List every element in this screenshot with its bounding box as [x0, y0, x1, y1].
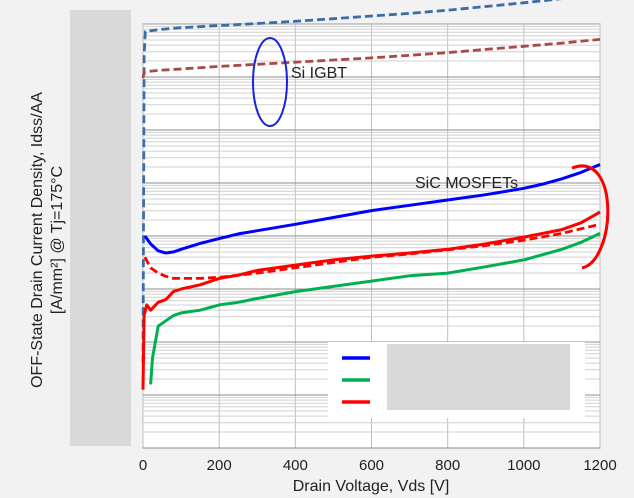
x-tick-label: 600	[359, 457, 384, 474]
y-axis-label-line2: [A/mm²] @ Tj=175°C	[49, 166, 66, 314]
series-line-0	[141, 0, 562, 364]
y-tick-label-mask	[70, 10, 131, 446]
x-tick-label: 0	[139, 457, 147, 474]
x-tick-label: 200	[207, 457, 232, 474]
legend-label-mask	[387, 344, 570, 410]
annotation-si-igbt: Si IGBT	[291, 65, 347, 82]
x-axis-label: Drain Voltage, Vds [V]	[293, 478, 450, 495]
y-axis-label-line1: OFF-State Drain Current Density, Idss/AA	[29, 92, 46, 388]
legend	[328, 342, 585, 418]
series-line-5	[149, 232, 601, 385]
x-tick-label: 1000	[507, 457, 540, 474]
x-tick-labels: 0 200 400 600 800 1000 1200	[139, 457, 617, 474]
x-tick-label: 400	[283, 457, 308, 474]
x-tick-label: 800	[435, 457, 460, 474]
series-line-4	[143, 222, 601, 280]
annotation-si-igbt-ellipse	[252, 37, 288, 127]
series-line-1	[141, 38, 601, 79]
series-lines	[141, 0, 601, 390]
annotation-sic-mosfets: SiC MOSFETs	[415, 175, 518, 192]
series-line-2	[143, 163, 601, 255]
annotation-sic-mosfets-bracket	[571, 164, 610, 270]
x-tick-label: 1200	[583, 457, 616, 474]
